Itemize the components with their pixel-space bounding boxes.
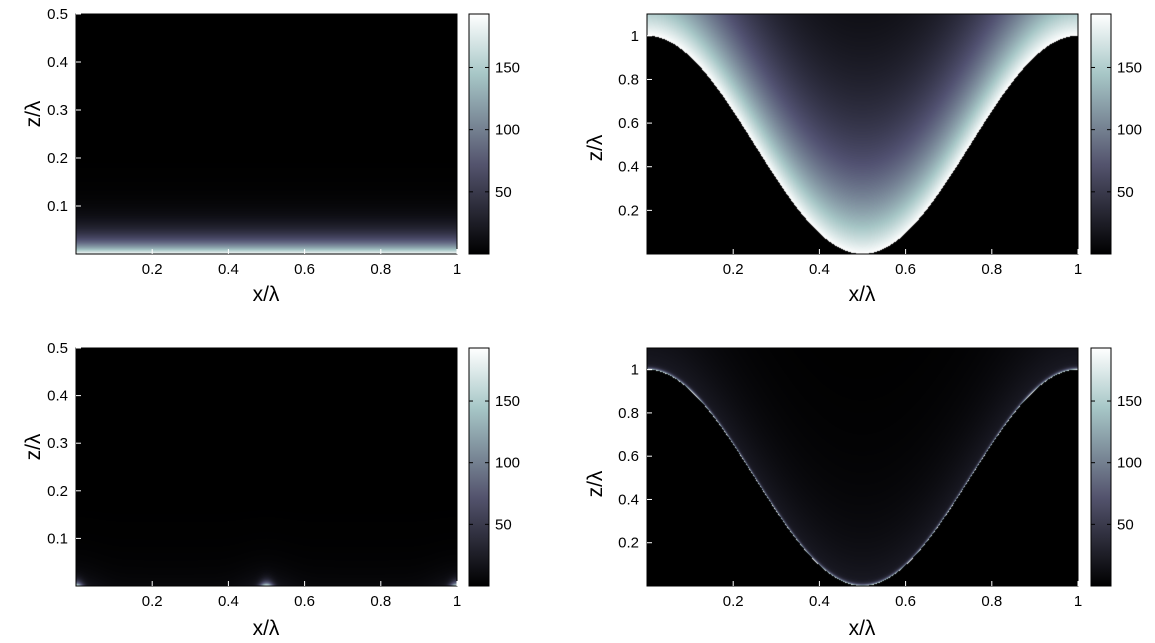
y-tick-label: 0.8 <box>618 71 639 88</box>
x-tick-label: 0.4 <box>218 593 239 610</box>
colorbar-tick-label: 150 <box>495 59 520 76</box>
x-tick-label: 0.8 <box>370 593 391 610</box>
x-tick-label: 0.2 <box>142 593 163 610</box>
x-tick-label: 0.2 <box>142 261 163 278</box>
y-tick-label: 0.4 <box>47 388 68 405</box>
axes-frame <box>646 13 1079 255</box>
colorbar-tick-label: 50 <box>495 516 512 533</box>
x-tick-label: 0.4 <box>809 261 830 278</box>
panel-bottom-left: 0.2 0.4 0.6 0.8 1 0.1 0.2 0.3 0.4 0.5 x/λ z/λ 50 100 1… <box>22 340 520 640</box>
y-tick-label: 0.8 <box>618 405 639 422</box>
heatmap-image <box>76 348 457 586</box>
colorbar <box>1090 13 1112 255</box>
x-tick-label: 1 <box>1074 261 1082 278</box>
y-tick-label: 0.3 <box>47 435 68 452</box>
y-axis-label: z/λ <box>584 134 607 161</box>
panel-bottom-right: 0.2 0.4 0.6 0.8 1 0.2 0.4 0.6 0.8 1 x/λ z/λ 50 100 150 <box>584 347 1142 640</box>
x-tick-label: 0.8 <box>981 261 1002 278</box>
colorbar-tick-label: 150 <box>1117 59 1142 76</box>
colorbar-tick-label: 100 <box>495 122 520 139</box>
y-axis-label: z/λ <box>22 100 45 127</box>
x-tick-label: 0.8 <box>981 593 1002 610</box>
colorbar-tick-label: 50 <box>1117 516 1134 533</box>
y-axis-label: z/λ <box>22 433 45 460</box>
x-tick-label: 0.6 <box>294 261 315 278</box>
colorbar-tick-label: 150 <box>1117 393 1142 410</box>
colorbar-tick-label: 150 <box>495 393 520 410</box>
colorbar <box>468 347 490 587</box>
y-tick-label: 0.1 <box>47 198 68 215</box>
x-tick-label: 0.8 <box>370 261 391 278</box>
x-tick-label: 0.4 <box>809 593 830 610</box>
y-tick-label: 0.2 <box>47 150 68 167</box>
y-tick-label: 0.4 <box>47 54 68 71</box>
y-tick-label: 1 <box>631 362 639 379</box>
x-tick-label: 0.6 <box>895 261 916 278</box>
x-tick-label: 0.4 <box>218 261 239 278</box>
colorbar <box>468 13 490 255</box>
heatmap-image <box>647 14 1078 254</box>
colorbar-tick-label: 100 <box>1117 455 1142 472</box>
colorbar-tick-label: 50 <box>1117 184 1134 201</box>
panel-top-left: 0.2 0.4 0.6 0.8 1 0.1 0.2 0.3 0.4 0.5 x/λ z/λ 50 100 1… <box>22 6 520 306</box>
axes-frame <box>646 347 1079 587</box>
x-tick-label: 0.6 <box>294 593 315 610</box>
x-tick-label: 1 <box>453 261 461 278</box>
x-axis-label: x/λ <box>253 617 280 640</box>
y-tick-label: 0.2 <box>618 535 639 552</box>
y-axis-label: z/λ <box>584 470 607 497</box>
x-axis-label: x/λ <box>253 283 280 306</box>
y-tick-label: 0.1 <box>47 530 68 547</box>
axes-frame <box>75 347 458 587</box>
x-axis-label: x/λ <box>849 617 876 640</box>
y-tick-label: 0.3 <box>47 102 68 119</box>
y-tick-label: 0.6 <box>618 448 639 465</box>
colorbar-tick-label: 100 <box>495 455 520 472</box>
heatmap-image <box>76 14 457 254</box>
y-tick-label: 0.2 <box>47 483 68 500</box>
axes-frame <box>75 13 458 255</box>
colorbar-tick-label: 50 <box>495 184 512 201</box>
y-tick-label: 0.6 <box>618 115 639 132</box>
x-axis-label: x/λ <box>849 283 876 306</box>
heatmap-image <box>647 348 1078 586</box>
y-tick-label: 1 <box>631 28 639 45</box>
y-tick-label: 0.5 <box>47 6 68 23</box>
colorbar <box>1090 347 1112 587</box>
y-tick-label: 0.5 <box>47 340 68 357</box>
y-tick-label: 0.4 <box>618 491 639 508</box>
y-tick-label: 0.2 <box>618 202 639 219</box>
colorbar-tick-label: 100 <box>1117 122 1142 139</box>
x-tick-label: 0.2 <box>723 261 744 278</box>
y-tick-label: 0.4 <box>618 159 639 176</box>
x-tick-label: 1 <box>453 593 461 610</box>
panel-top-right: 0.2 0.4 0.6 0.8 1 0.2 0.4 0.6 0.8 1 x/λ z/λ 50 100 150 <box>584 13 1142 306</box>
x-tick-label: 1 <box>1074 593 1082 610</box>
x-tick-label: 0.2 <box>723 593 744 610</box>
x-tick-label: 0.6 <box>895 593 916 610</box>
